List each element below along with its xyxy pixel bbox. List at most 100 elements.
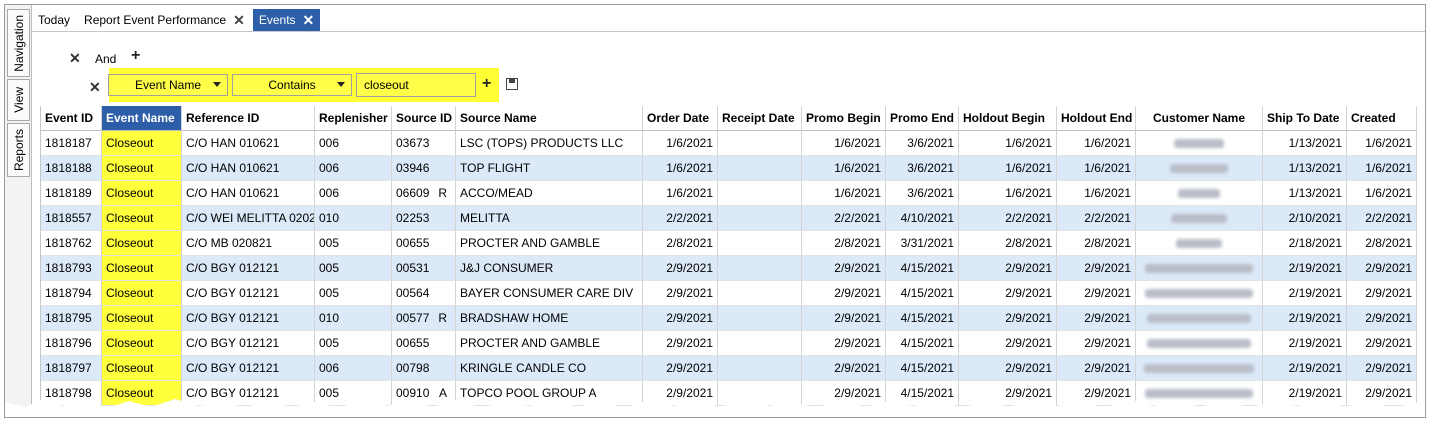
source-flag: R [438,311,447,325]
table-row[interactable]: 1818793 Closeout C/O BGY 012121 005 00531 J&J… [41,256,1417,281]
column-header-holdout-end[interactable]: Holdout End [1057,106,1136,131]
cell-order-date: 2/9/2021 [643,356,718,381]
column-header-reference-id[interactable]: Reference ID [182,106,315,131]
cell-promo-begin: 1/6/2021 [802,131,886,156]
cell-promo-begin: 2/2/2021 [802,206,886,231]
table-row[interactable]: 1818795 Closeout C/O BGY 012121 010 00577 R BR… [41,306,1417,331]
cell-order-date: 2/9/2021 [643,306,718,331]
cell-ship-to-date: 2/18/2021 [1263,231,1347,256]
cell-reference-id: C/O BGY 012121 [182,256,315,281]
cell-receipt-date [718,256,802,281]
table-row[interactable]: 1818796 Closeout C/O BGY 012121 005 00655 PRO… [41,331,1417,356]
column-header-replenisher[interactable]: Replenisher [315,106,392,131]
column-header-receipt-date[interactable]: Receipt Date [718,106,802,131]
cell-replenisher: 005 [315,331,392,356]
column-header-event-id[interactable]: Event ID [41,106,102,131]
cell-event-id: 1818796 [41,331,102,356]
cell-source-name: BAYER CONSUMER CARE DIV [456,281,643,306]
table-row[interactable]: 1818187 Closeout C/O HAN 010621 006 03673 LSC… [41,131,1417,156]
side-tab-reports[interactable]: Reports [7,123,30,177]
cell-event-name: Closeout [102,306,182,331]
cell-holdout-end: 1/6/2021 [1057,156,1136,181]
side-tab-label: View [11,87,26,113]
tab-events[interactable]: Events ✕ [252,9,321,31]
cell-receipt-date [718,306,802,331]
cell-holdout-begin: 2/9/2021 [959,306,1057,331]
column-header-holdout-begin[interactable]: Holdout Begin [959,106,1057,131]
cell-holdout-end: 1/6/2021 [1057,131,1136,156]
cell-replenisher: 006 [315,156,392,181]
cell-event-name: Closeout [102,131,182,156]
redacted-customer-name [1147,338,1251,348]
group-operator-label[interactable]: And [95,52,117,66]
cell-event-name: Closeout [102,231,182,256]
cell-reference-id: C/O BGY 012121 [182,306,315,331]
cell-holdout-end: 2/2/2021 [1057,206,1136,231]
cell-event-name: Closeout [102,331,182,356]
document-tab-bar: Today Report Event Performance ✕ Events ✕ [32,5,1425,32]
field-select[interactable]: Event Name [108,74,228,96]
close-icon[interactable]: ✕ [233,11,245,28]
cell-promo-end: 4/15/2021 [886,331,959,356]
column-header-source-id[interactable]: Source ID [392,106,456,131]
operator-select[interactable]: Contains [232,74,352,96]
cell-promo-begin: 2/9/2021 [802,256,886,281]
cell-reference-id: C/O HAN 010621 [182,131,315,156]
cell-replenisher: 010 [315,306,392,331]
cell-source-name: J&J CONSUMER [456,256,643,281]
cell-created: 2/9/2021 [1347,306,1417,331]
table-row[interactable]: 1818794 Closeout C/O BGY 012121 005 00564 BAY… [41,281,1417,306]
cell-promo-begin: 2/8/2021 [802,231,886,256]
column-header-promo-begin[interactable]: Promo Begin [802,106,886,131]
table-row[interactable]: 1818557 Closeout C/O WEI MELITTA 0202 010 02… [41,206,1417,231]
add-condition-icon[interactable]: + [482,75,492,92]
column-header-source-name[interactable]: Source Name [456,106,643,131]
side-tab-strip: Navigation View Reports [5,5,32,417]
table-row[interactable]: 1818762 Closeout C/O MB 020821 005 00655 PROC… [41,231,1417,256]
cell-order-date: 1/6/2021 [643,181,718,206]
side-tab-navigation[interactable]: Navigation [7,9,30,77]
cell-promo-begin: 2/9/2021 [802,331,886,356]
cell-customer-name [1136,231,1263,256]
redacted-customer-name [1170,163,1228,173]
source-flag: A [438,386,447,400]
tab-label: Events [258,13,296,27]
cell-holdout-end: 2/8/2021 [1057,231,1136,256]
cell-source-name: PROCTER AND GAMBLE [456,331,643,356]
cell-order-date: 2/8/2021 [643,231,718,256]
side-tab-view[interactable]: View [7,79,30,121]
column-header-promo-end[interactable]: Promo End [886,106,959,131]
filter-value-input[interactable]: closeout [356,73,476,97]
table-row[interactable]: 1818797 Closeout C/O BGY 012121 006 00798 KRI… [41,356,1417,381]
tab-report-event-performance[interactable]: Report Event Performance ✕ [78,9,251,31]
cell-source-id: 00531 [392,256,456,281]
cell-event-name: Closeout [102,181,182,206]
cell-holdout-end: 2/9/2021 [1057,381,1136,406]
cell-event-id: 1818797 [41,356,102,381]
close-icon[interactable]: ✕ [302,11,315,28]
column-header-ship-to-date[interactable]: Ship To Date [1263,106,1347,131]
table-row[interactable]: 1818798 Closeout C/O BGY 012121 005 00910 A TO… [41,381,1417,406]
table-row[interactable]: 1818188 Closeout C/O HAN 010621 006 03946 TOP… [41,156,1417,181]
remove-condition-icon[interactable]: ✕ [89,79,101,95]
cell-created: 2/9/2021 [1347,281,1417,306]
column-header-customer-name[interactable]: Customer Name [1136,106,1263,131]
torn-edge-decoration [5,399,1425,417]
column-header-created[interactable]: Created [1347,106,1417,131]
table-row[interactable]: 1818189 Closeout C/O HAN 010621 006 06609 R AC… [41,181,1417,206]
cell-source-id: 00655 [392,331,456,356]
cell-reference-id: C/O HAN 010621 [182,156,315,181]
column-header-event-name[interactable]: Event Name [102,106,182,131]
remove-group-icon[interactable]: ✕ [69,50,81,66]
cell-created: 2/9/2021 [1347,331,1417,356]
column-header-order-date[interactable]: Order Date [643,106,718,131]
add-group-condition-icon[interactable]: + [131,47,141,64]
cell-holdout-begin: 2/9/2021 [959,281,1057,306]
cell-source-name: KRINGLE CANDLE CO [456,356,643,381]
cell-source-name: TOP FLIGHT [456,156,643,181]
source-id-value: 00655 [396,236,430,250]
cell-holdout-begin: 2/9/2021 [959,381,1057,406]
save-icon[interactable] [506,78,518,90]
cell-customer-name [1136,381,1263,406]
tab-today[interactable]: Today [32,9,76,31]
